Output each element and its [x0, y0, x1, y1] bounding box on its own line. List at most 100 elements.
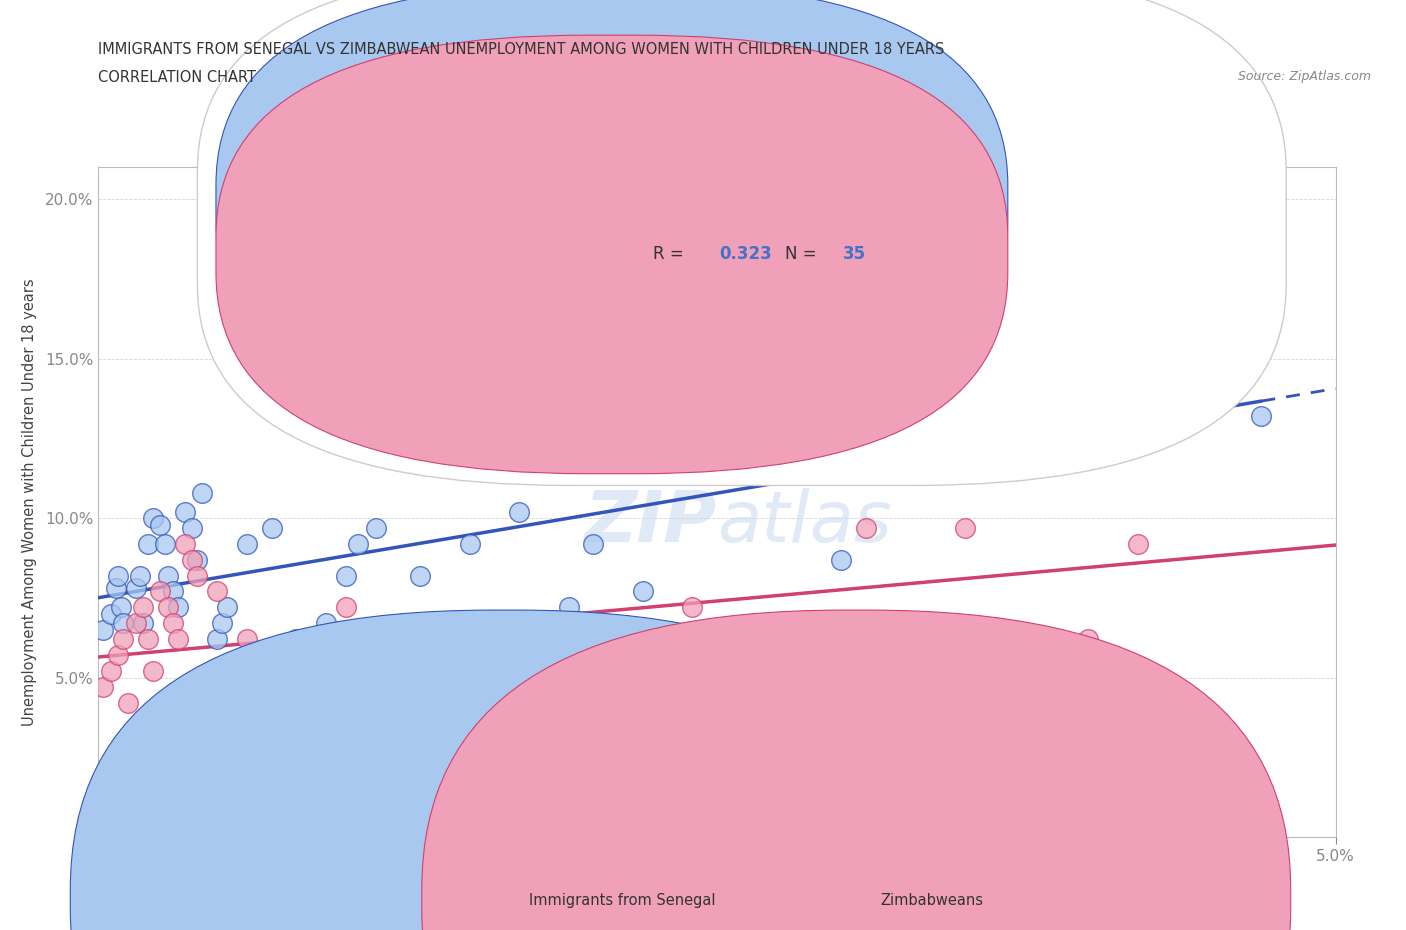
- Point: [205, 584, 228, 599]
- Point: [309, 743, 332, 758]
- Point: [117, 696, 139, 711]
- Point: [1002, 218, 1025, 232]
- Point: [166, 600, 188, 615]
- Point: [315, 616, 337, 631]
- Point: [124, 581, 146, 596]
- Text: Source: ZipAtlas.com: Source: ZipAtlas.com: [1237, 70, 1371, 83]
- Point: [112, 616, 135, 631]
- Point: [335, 568, 357, 583]
- Text: R =: R =: [652, 246, 689, 263]
- Point: [181, 520, 204, 535]
- Point: [149, 584, 172, 599]
- Text: 35: 35: [844, 246, 866, 263]
- Point: [181, 552, 204, 567]
- Point: [409, 568, 432, 583]
- FancyBboxPatch shape: [217, 0, 1008, 422]
- Point: [582, 537, 605, 551]
- Point: [124, 616, 146, 631]
- Point: [205, 631, 228, 646]
- Point: [1250, 408, 1272, 423]
- Point: [384, 727, 406, 742]
- Point: [129, 568, 152, 583]
- Point: [132, 600, 155, 615]
- Point: [162, 616, 184, 631]
- Point: [582, 616, 605, 631]
- Point: [156, 600, 179, 615]
- Point: [260, 727, 283, 742]
- Point: [162, 584, 184, 599]
- Text: N =: N =: [785, 246, 823, 263]
- Point: [508, 504, 530, 519]
- Point: [731, 408, 754, 423]
- Point: [1077, 631, 1099, 646]
- Point: [928, 696, 950, 711]
- Point: [107, 648, 129, 663]
- Text: IMMIGRANTS FROM SENEGAL VS ZIMBABWEAN UNEMPLOYMENT AMONG WOMEN WITH CHILDREN UND: IMMIGRANTS FROM SENEGAL VS ZIMBABWEAN UN…: [98, 42, 945, 57]
- Point: [904, 711, 927, 726]
- Point: [285, 631, 308, 646]
- Point: [953, 520, 976, 535]
- Text: atlas: atlas: [717, 488, 891, 557]
- Point: [631, 696, 654, 711]
- Point: [364, 520, 387, 535]
- Text: Zimbabweans: Zimbabweans: [880, 893, 983, 908]
- Point: [93, 622, 115, 637]
- Text: Immigrants from Senegal: Immigrants from Senegal: [529, 893, 716, 908]
- Point: [186, 568, 208, 583]
- Y-axis label: Unemployment Among Women with Children Under 18 years: Unemployment Among Women with Children U…: [22, 278, 37, 726]
- Point: [681, 600, 703, 615]
- Text: CORRELATION CHART: CORRELATION CHART: [98, 70, 256, 85]
- Text: 0.397: 0.397: [720, 193, 772, 212]
- Point: [174, 504, 197, 519]
- Text: 0.323: 0.323: [720, 246, 772, 263]
- Point: [107, 568, 129, 583]
- Point: [1152, 185, 1174, 200]
- Point: [706, 664, 728, 679]
- FancyBboxPatch shape: [197, 0, 1286, 485]
- Point: [136, 537, 159, 551]
- Point: [508, 631, 530, 646]
- Point: [156, 568, 179, 583]
- Point: [384, 631, 406, 646]
- Point: [1126, 537, 1149, 551]
- Point: [112, 631, 135, 646]
- FancyBboxPatch shape: [217, 35, 1008, 473]
- Text: ZIP: ZIP: [585, 488, 717, 557]
- Point: [557, 600, 579, 615]
- Point: [104, 581, 127, 596]
- Text: 47: 47: [844, 193, 866, 212]
- Point: [174, 537, 197, 551]
- Point: [607, 760, 630, 775]
- Point: [347, 537, 370, 551]
- Point: [260, 520, 283, 535]
- Point: [305, 644, 328, 659]
- Point: [513, 313, 536, 328]
- Point: [458, 696, 481, 711]
- Point: [142, 664, 165, 679]
- Point: [433, 648, 456, 663]
- Text: N =: N =: [785, 193, 823, 212]
- Point: [191, 485, 214, 500]
- Point: [830, 552, 852, 567]
- Point: [110, 600, 132, 615]
- Point: [186, 552, 208, 567]
- Point: [458, 537, 481, 551]
- Point: [217, 600, 239, 615]
- Point: [855, 520, 877, 535]
- Point: [100, 664, 122, 679]
- Point: [93, 680, 115, 695]
- Point: [236, 537, 259, 551]
- Point: [335, 600, 357, 615]
- Point: [100, 606, 122, 621]
- Point: [136, 631, 159, 646]
- Point: [681, 345, 703, 360]
- Point: [211, 616, 233, 631]
- Text: R =: R =: [652, 193, 689, 212]
- Point: [166, 631, 188, 646]
- Point: [1002, 329, 1025, 344]
- Point: [236, 631, 259, 646]
- Point: [132, 616, 155, 631]
- Point: [149, 517, 172, 532]
- Point: [155, 537, 177, 551]
- Point: [631, 584, 654, 599]
